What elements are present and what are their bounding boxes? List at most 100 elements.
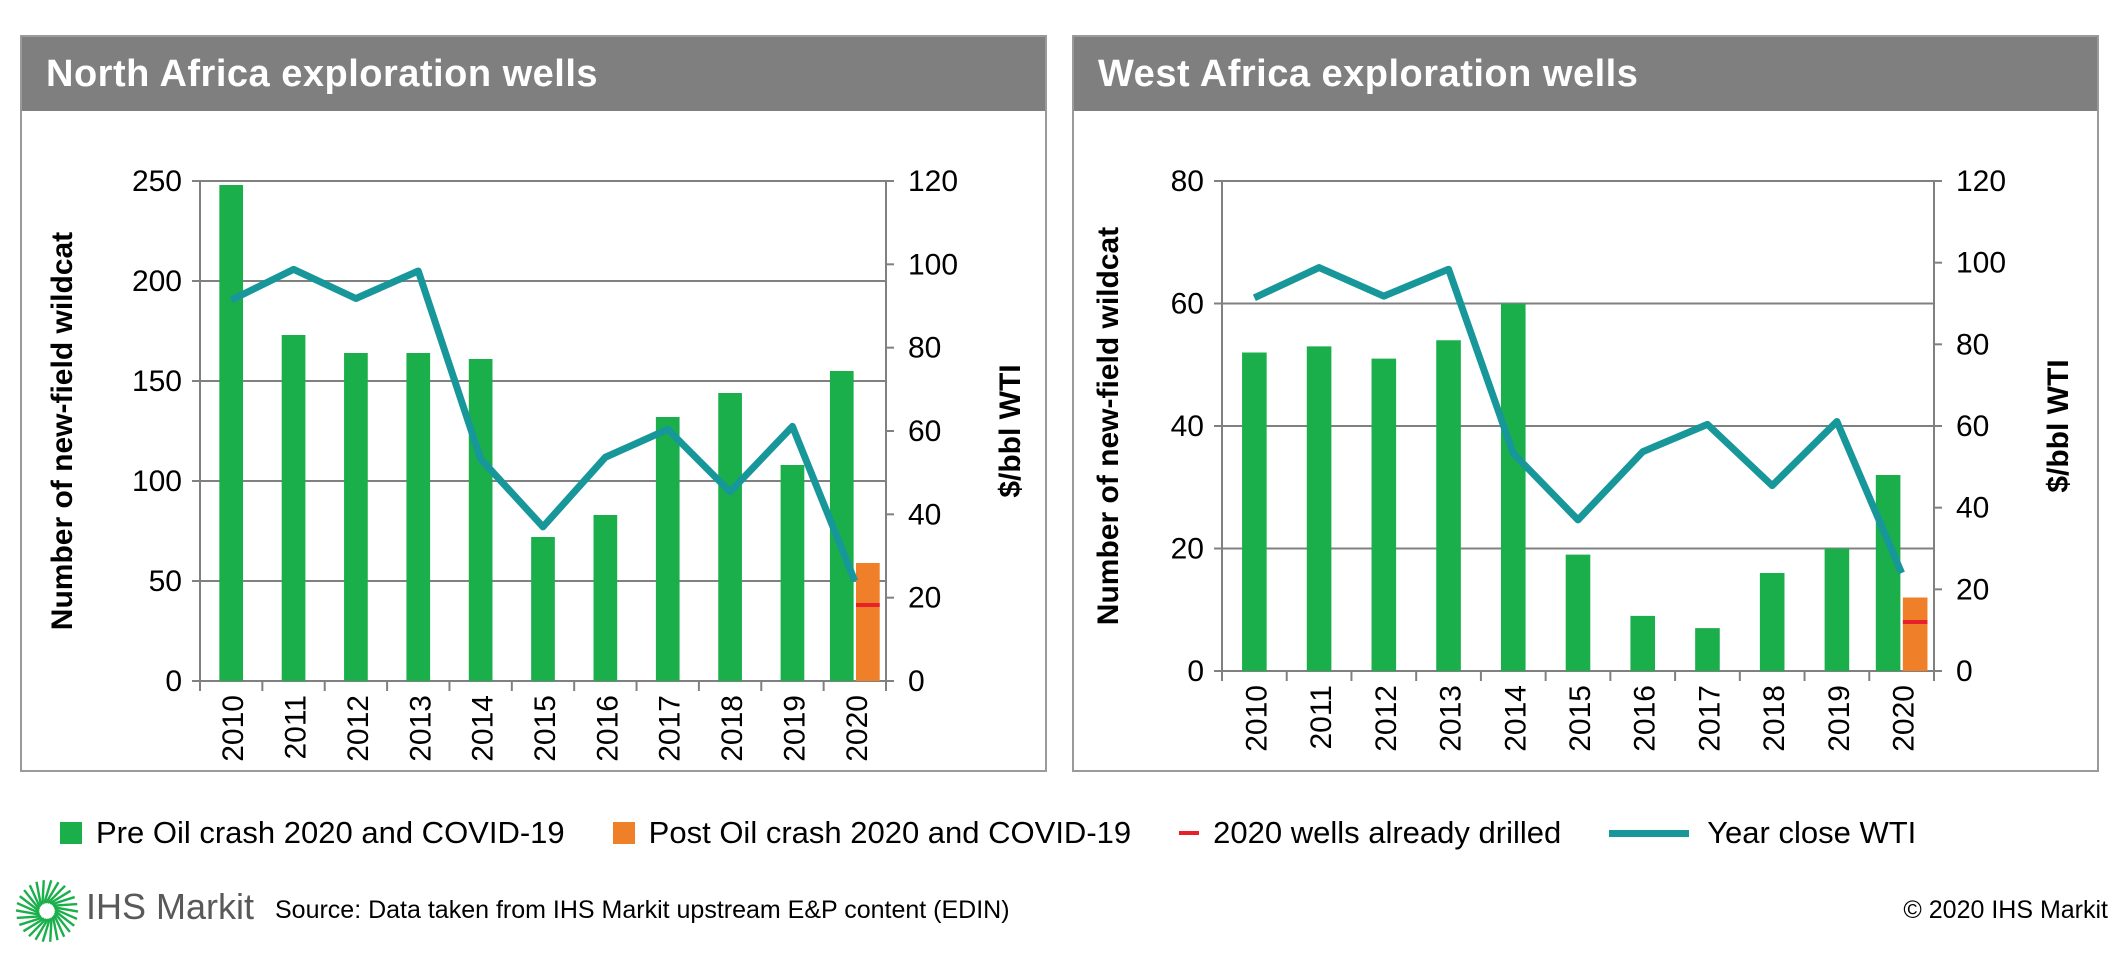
bar-post [1902,597,1928,671]
bar-pre [593,515,618,681]
y2-tick-label: 0 [1956,655,1973,688]
west-africa-chart: 0 20 40 60 80 0 20 40 60 80 100 120 2010 2011 2012 2013… [1092,165,2075,752]
y2-tick-label: 20 [908,582,941,615]
x-tick-label: 2020 [1888,685,1921,752]
x-tick-label: 2013 [404,695,437,762]
y2-axis-title: $/bbl WTI [2042,359,2075,492]
x-tick-label: 2017 [654,695,687,762]
x-tick-label: 2016 [591,695,624,762]
y-tick-label: 0 [1187,655,1204,688]
pre-swatch [60,822,82,844]
y2-tick-label: 100 [1956,247,2006,280]
logo-ray [52,914,66,938]
y-tick-label: 40 [1171,410,1204,443]
y2-tick-label: 120 [908,165,958,198]
logo-ray [22,917,45,933]
x-tick-label: 2015 [529,695,562,762]
logo-ray [54,907,78,921]
bar-pre [1875,475,1901,671]
y2-tick-label: 100 [908,248,958,281]
legend: Pre Oil crash 2020 and COVID-19 Post Oil… [60,808,2106,858]
bar-pre [531,537,555,681]
x-tick-label: 2012 [1370,685,1403,752]
y-tick-label: 250 [132,165,182,198]
bar-pre [1695,628,1720,671]
wti-swatch [1609,829,1690,837]
logo-ray [19,895,40,912]
bar-post [856,563,880,681]
bar-pre [219,185,244,681]
logo-ray [41,880,45,905]
logo-ray [45,881,60,904]
bar-pre [1565,554,1591,671]
y-tick-label: 50 [149,565,182,598]
x-tick-label: 2010 [1240,685,1273,752]
logo-ray [53,912,71,933]
copyright: © 2020 IHS Markit [1903,896,2108,924]
y2-tick-label: 80 [908,332,941,365]
logo-ray [54,910,75,927]
logo-ray [18,916,43,927]
x-tick-label: 2014 [467,695,500,762]
legend-item-post: Post Oil crash 2020 and COVID-19 [612,815,1132,851]
x-tick-label: 2018 [716,695,749,762]
bar-pre [718,393,742,681]
x-tick-label: 2017 [1693,685,1726,752]
logo-ray [43,879,53,904]
bar-pre [1630,615,1656,671]
y-tick-label: 80 [1171,165,1204,198]
y2-tick-label: 60 [908,415,941,448]
y2-tick-label: 40 [908,498,941,531]
legend-item-drilled: 2020 wells already drilled [1179,815,1561,851]
bar-pre [1759,573,1785,671]
source-note: Source: Data taken from IHS Markit upstr… [275,896,1010,924]
brand-name: IHS Markit [86,886,255,927]
y2-tick-label: 60 [1956,410,1989,443]
bar-pre [1306,346,1332,671]
logo-ray [47,884,66,904]
legend-label-pre: Pre Oil crash 2020 and COVID-19 [96,815,565,850]
legend-item-wti: Year close WTI [1609,815,1916,851]
x-tick-label: 2012 [342,695,375,762]
bar-pre [1242,352,1267,671]
logo-ray [15,909,41,916]
x-tick-label: 2011 [280,695,313,760]
west-africa-panel: West Africa exploration wells 0 20 40 60 80 0… [1072,35,2099,772]
logo-ray [51,895,76,906]
x-tick-label: 2015 [1564,685,1597,752]
logo-ray [51,916,59,941]
bar-pre [1824,548,1850,671]
legend-label-wti: Year close WTI [1707,815,1917,850]
y2-tick-label: 80 [1956,328,1989,361]
y2-axis-title: $/bbl WTI [994,364,1027,497]
x-tick-label: 2011 [1305,685,1338,750]
wti-line [1252,264,1905,575]
x-tick-label: 2018 [1758,685,1791,752]
legend-label-drilled: 2020 wells already drilled [1213,815,1562,850]
bar-pre [829,371,854,681]
logo-ray [49,889,72,905]
bar-pre [1371,358,1397,671]
bar-pre [1500,303,1526,671]
logo-ray [28,884,42,908]
ihs-markit-logo-icon [15,879,79,943]
y2-tick-label: 20 [1956,573,1989,606]
y2-tick-label: 40 [1956,492,1989,525]
logo-ray [53,906,79,913]
bar-pre [281,335,306,681]
x-tick-label: 2019 [1823,685,1856,752]
north-africa-panel: North Africa exploration wells 0 50 100 150… [20,35,1047,772]
bar-pre [655,417,680,681]
legend-label-post: Post Oil crash 2020 and COVID-19 [648,815,1132,850]
logo-ray [28,918,47,938]
x-tick-label: 2016 [1629,685,1662,752]
logo-ray [16,915,42,920]
x-tick-label: 2010 [217,695,250,762]
logo-ray [16,901,40,915]
y-tick-label: 200 [132,265,182,298]
x-tick-label: 2014 [1499,685,1532,752]
bar-pre [344,353,368,681]
legend-item-pre: Pre Oil crash 2020 and COVID-19 [60,815,565,851]
logo-ray [52,902,78,907]
logo-ray [41,918,51,943]
